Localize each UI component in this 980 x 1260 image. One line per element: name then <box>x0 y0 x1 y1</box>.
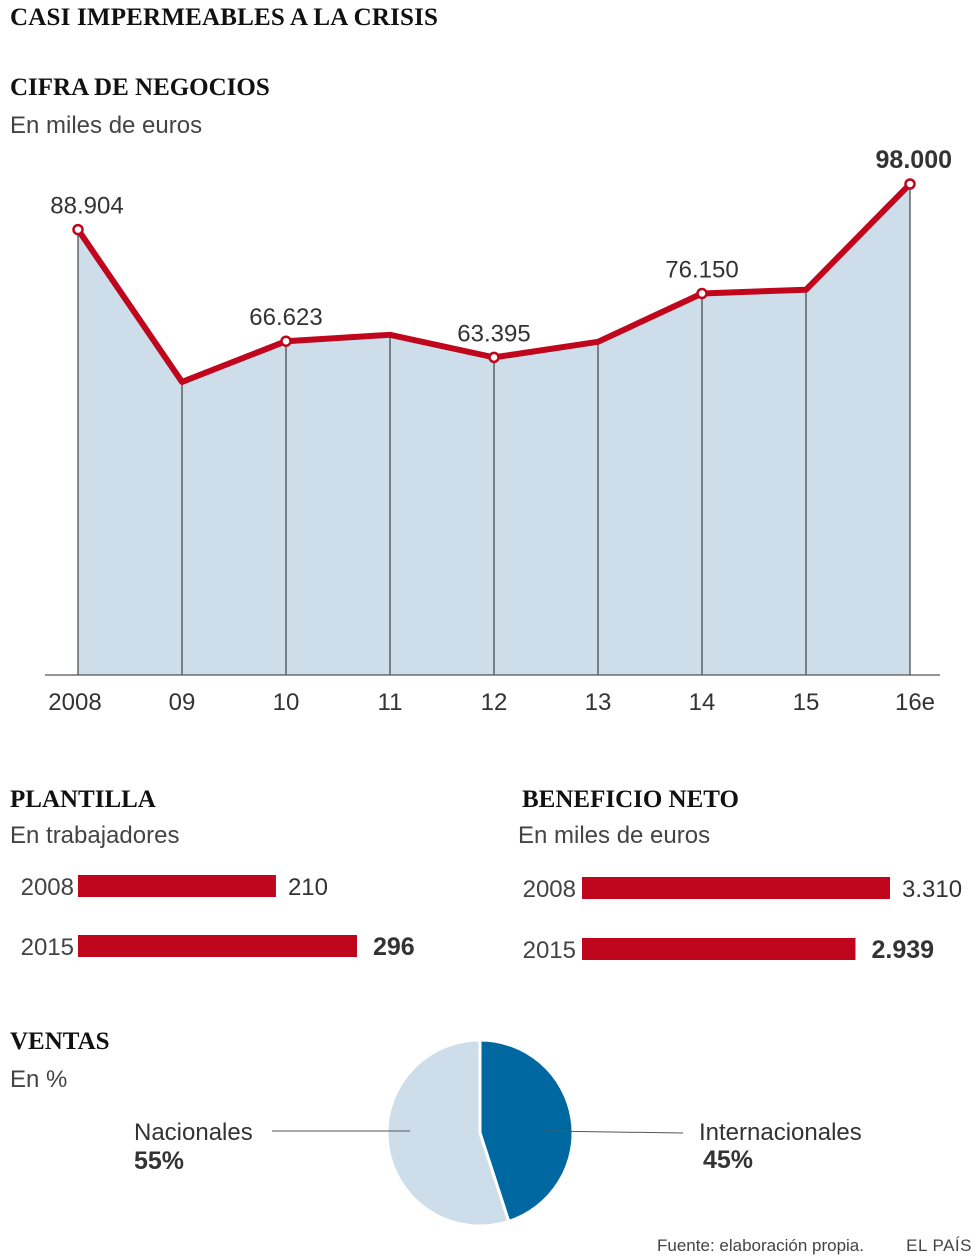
bar-2015 <box>582 938 856 960</box>
x-tick-labels: 2008 09 10 11 12 13 14 15 16e <box>48 689 935 716</box>
marker-10 <box>280 335 292 347</box>
bar-2008 <box>582 877 890 899</box>
pie-slice-internacionales <box>478 1038 575 1224</box>
bar-value-2015: 296 <box>373 933 415 961</box>
value-label-12: 63.395 <box>457 320 530 347</box>
x-tick-11: 11 <box>378 689 403 716</box>
turnover-title: CIFRA DE NEGOCIOS <box>10 74 270 101</box>
x-tick-13: 13 <box>585 689 612 716</box>
value-label-14: 76.150 <box>665 256 738 283</box>
value-label-10: 66.623 <box>249 304 322 331</box>
x-tick-14: 14 <box>689 689 716 716</box>
marker-2008 <box>72 223 84 236</box>
staff-title: PLANTILLA <box>10 786 156 813</box>
point-markers <box>72 178 916 364</box>
year-gridlines <box>77 184 911 675</box>
pie-pct-internacionales: 45% <box>703 1146 753 1174</box>
sales-subtitle: En % <box>10 1066 68 1093</box>
bar-category-2015: 2015 <box>21 934 74 961</box>
value-labels: 88.904 66.623 63.395 76.150 98.000 <box>50 146 952 347</box>
x-tick-09: 09 <box>169 689 196 716</box>
main-title: CASI IMPERMEABLES A LA CRISIS <box>10 4 439 31</box>
bar-value-2008: 3.310 <box>902 876 962 903</box>
profit-title: BENEFICIO NETO <box>522 786 739 813</box>
turnover-area-chart: 88.904 66.623 63.395 76.150 98.000 2008 09 10 1… <box>45 146 952 716</box>
marker-16e <box>904 178 916 190</box>
x-tick-10: 10 <box>273 689 300 716</box>
staff-bar-chart: 2008 210 2015 296 <box>21 874 415 961</box>
profit-subtitle: En miles de euros <box>518 822 711 849</box>
staff-subtitle: En trabajadores <box>10 822 180 849</box>
sales-title: VENTAS <box>10 1028 110 1055</box>
x-tick-15: 15 <box>793 689 820 716</box>
bar-category-2008: 2008 <box>21 874 74 901</box>
leader-internacionales <box>543 1130 684 1134</box>
value-label-16e: 98.000 <box>876 146 952 174</box>
pie-slice-nacionales <box>385 1038 511 1228</box>
marker-12 <box>488 351 500 364</box>
x-tick-2008: 2008 <box>48 689 101 716</box>
bar-category-2008: 2008 <box>523 876 576 903</box>
brand-label: EL PAÍS <box>906 1236 972 1255</box>
x-tick-12: 12 <box>481 689 508 716</box>
profit-bar-chart: 2008 3.310 2015 2.939 <box>523 876 962 964</box>
turnover-subtitle: En miles de euros <box>10 112 203 139</box>
bar-2008 <box>78 875 276 897</box>
source-note: Fuente: elaboración propia. <box>657 1236 864 1255</box>
pie-name-internacionales: Internacionales <box>699 1119 862 1146</box>
x-tick-16e: 16e <box>895 689 935 716</box>
bar-category-2015: 2015 <box>523 937 576 964</box>
bar-value-2015: 2.939 <box>871 936 934 964</box>
bar-2015 <box>78 935 357 957</box>
pie-name-nacionales: Nacionales <box>134 1119 253 1146</box>
marker-14 <box>696 287 708 300</box>
bar-value-2008: 210 <box>288 874 328 901</box>
pie-pct-nacionales: 55% <box>134 1147 184 1175</box>
value-label-2008: 88.904 <box>50 193 123 220</box>
